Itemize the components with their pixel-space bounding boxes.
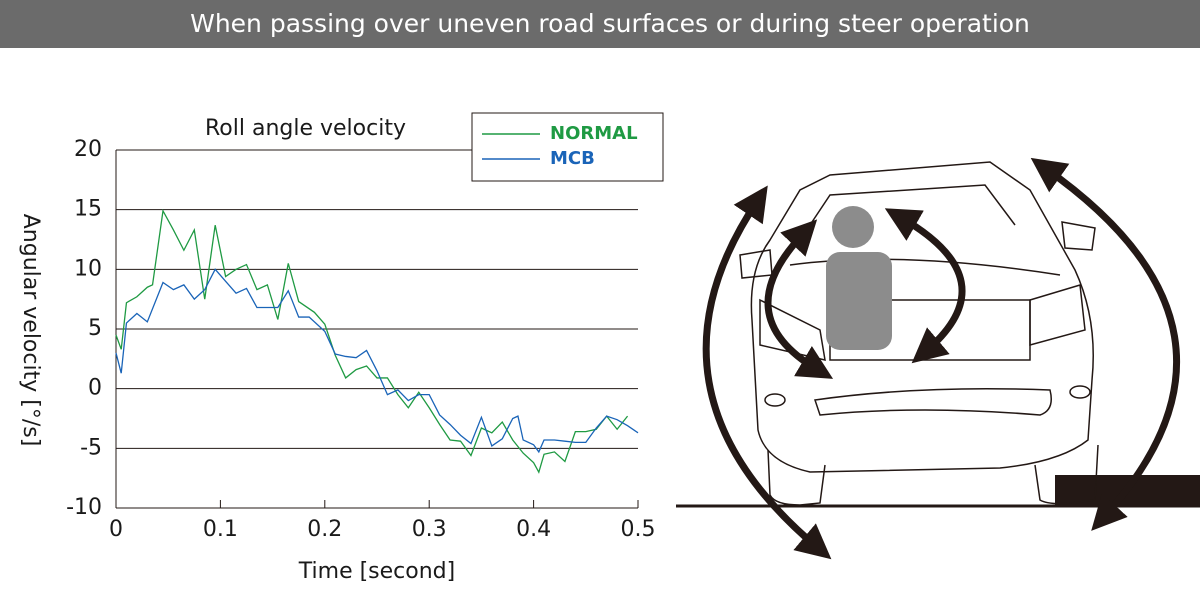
- occupant: [826, 206, 892, 350]
- y-tick-label: -5: [80, 435, 102, 460]
- legend-label: NORMAL: [550, 123, 638, 144]
- y-tick-label: 5: [88, 316, 102, 341]
- x-tick-label: 0.1: [203, 517, 238, 542]
- plot: -10 -5 0 5 10 15 20 0 0.1 0.2 0.3 0.4 0.5 NORMAL MCB: [66, 112, 664, 542]
- x-tick-label: 0: [109, 517, 123, 542]
- x-axis-label: Time [second]: [298, 559, 455, 584]
- illustration: [676, 161, 1200, 508]
- y-axis-label: Angular velocity [°/s]: [18, 214, 43, 447]
- x-tick-label: 0.2: [307, 517, 342, 542]
- y-tick-label: 15: [74, 197, 102, 222]
- x-tick-label: 0.3: [412, 517, 447, 542]
- chart-title: Roll angle velocity: [205, 116, 406, 141]
- legend: [471, 112, 664, 182]
- header-title: When passing over uneven road surfaces o…: [190, 9, 1030, 38]
- legend-label: MCB: [550, 148, 595, 169]
- series-line: [115, 268, 639, 454]
- x-tick-label: 0.5: [621, 517, 656, 542]
- x-tick-label: 0.4: [516, 517, 551, 542]
- y-tick-label: -10: [66, 495, 102, 520]
- header-bar: [0, 0, 1200, 48]
- y-tick-label: 0: [88, 376, 102, 401]
- y-tick-label: 20: [74, 137, 102, 162]
- roll-arrows: [702, 157, 1180, 560]
- y-tick-label: 10: [74, 256, 102, 281]
- series-line: [115, 208, 629, 474]
